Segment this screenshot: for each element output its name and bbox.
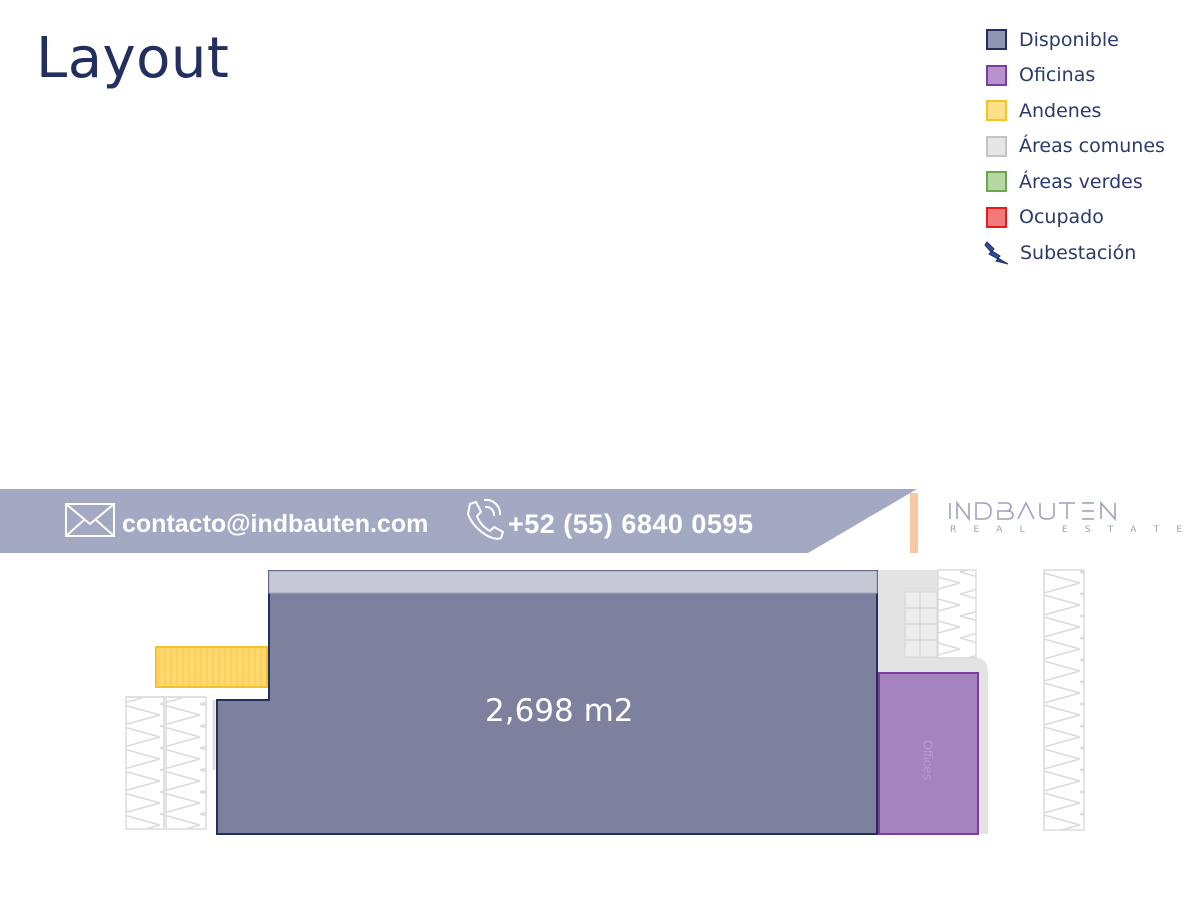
logo-letter: E (1176, 525, 1182, 535)
docks-area (155, 646, 268, 688)
legend: Disponible Oficinas Andenes Áreas comune… (984, 22, 1191, 271)
logo-letter: A (996, 525, 1003, 535)
contact-email[interactable]: contacto@indbauten.com (122, 510, 429, 538)
contact-banner (0, 489, 1116, 553)
logo-letter: E (1061, 525, 1068, 535)
logo-letter: A (1130, 525, 1137, 535)
logo-letter: R (950, 525, 957, 535)
page-title: Layout (36, 26, 230, 91)
logo-letter: S (1084, 525, 1091, 535)
contact-phone[interactable]: +52 (55) 6840 0595 (508, 509, 754, 539)
legend-item-areas-verdes: Áreas verdes (986, 164, 1191, 200)
phone-icon (467, 498, 504, 540)
legend-label: Oficinas (1019, 64, 1096, 87)
available-warehouse (216, 570, 878, 835)
logo-letter: T (1107, 525, 1114, 535)
mail-icon (65, 503, 115, 537)
legend-label: Subestación (1020, 241, 1137, 264)
legend-item-areas-comunes: Áreas comunes (986, 129, 1191, 165)
legend-item-ocupado: Ocupado (986, 200, 1191, 236)
legend-item-andenes: Andenes (986, 93, 1191, 129)
legend-label: Disponible (1019, 28, 1119, 51)
common-areas (878, 570, 988, 834)
oficinas-swatch (986, 64, 1007, 86)
floor-plan (125, 569, 1085, 835)
areas-verdes-swatch (986, 171, 1007, 193)
company-logo (949, 500, 1116, 522)
offices-area (878, 672, 979, 835)
lightning-icon (984, 240, 1009, 265)
legend-item-subestacion: Subestación (984, 235, 1191, 271)
racking-left (125, 696, 207, 830)
ocupado-swatch (986, 206, 1007, 228)
offices-label: Offices (920, 739, 936, 781)
legend-item-disponible: Disponible (986, 22, 1191, 58)
logo-letter: T (1153, 525, 1160, 535)
legend-label: Áreas comunes (1019, 135, 1165, 158)
logo-letter (1042, 525, 1045, 535)
logo-letter: E (973, 525, 980, 535)
legend-label: Ocupado (1019, 206, 1104, 229)
legend-item-oficinas: Oficinas (986, 58, 1191, 94)
disponible-swatch (986, 29, 1007, 51)
logo-letter: L (1019, 525, 1025, 535)
accent-bar (910, 493, 918, 553)
legend-label: Áreas verdes (1019, 170, 1143, 193)
logo-subtitle: R E A L E S T A T E (950, 525, 1182, 535)
available-area-label: 2,698 m2 (485, 693, 634, 729)
legend-label: Andenes (1019, 99, 1102, 122)
areas-comunes-swatch (986, 135, 1007, 157)
andenes-swatch (986, 100, 1007, 122)
racking-right (937, 569, 1085, 831)
